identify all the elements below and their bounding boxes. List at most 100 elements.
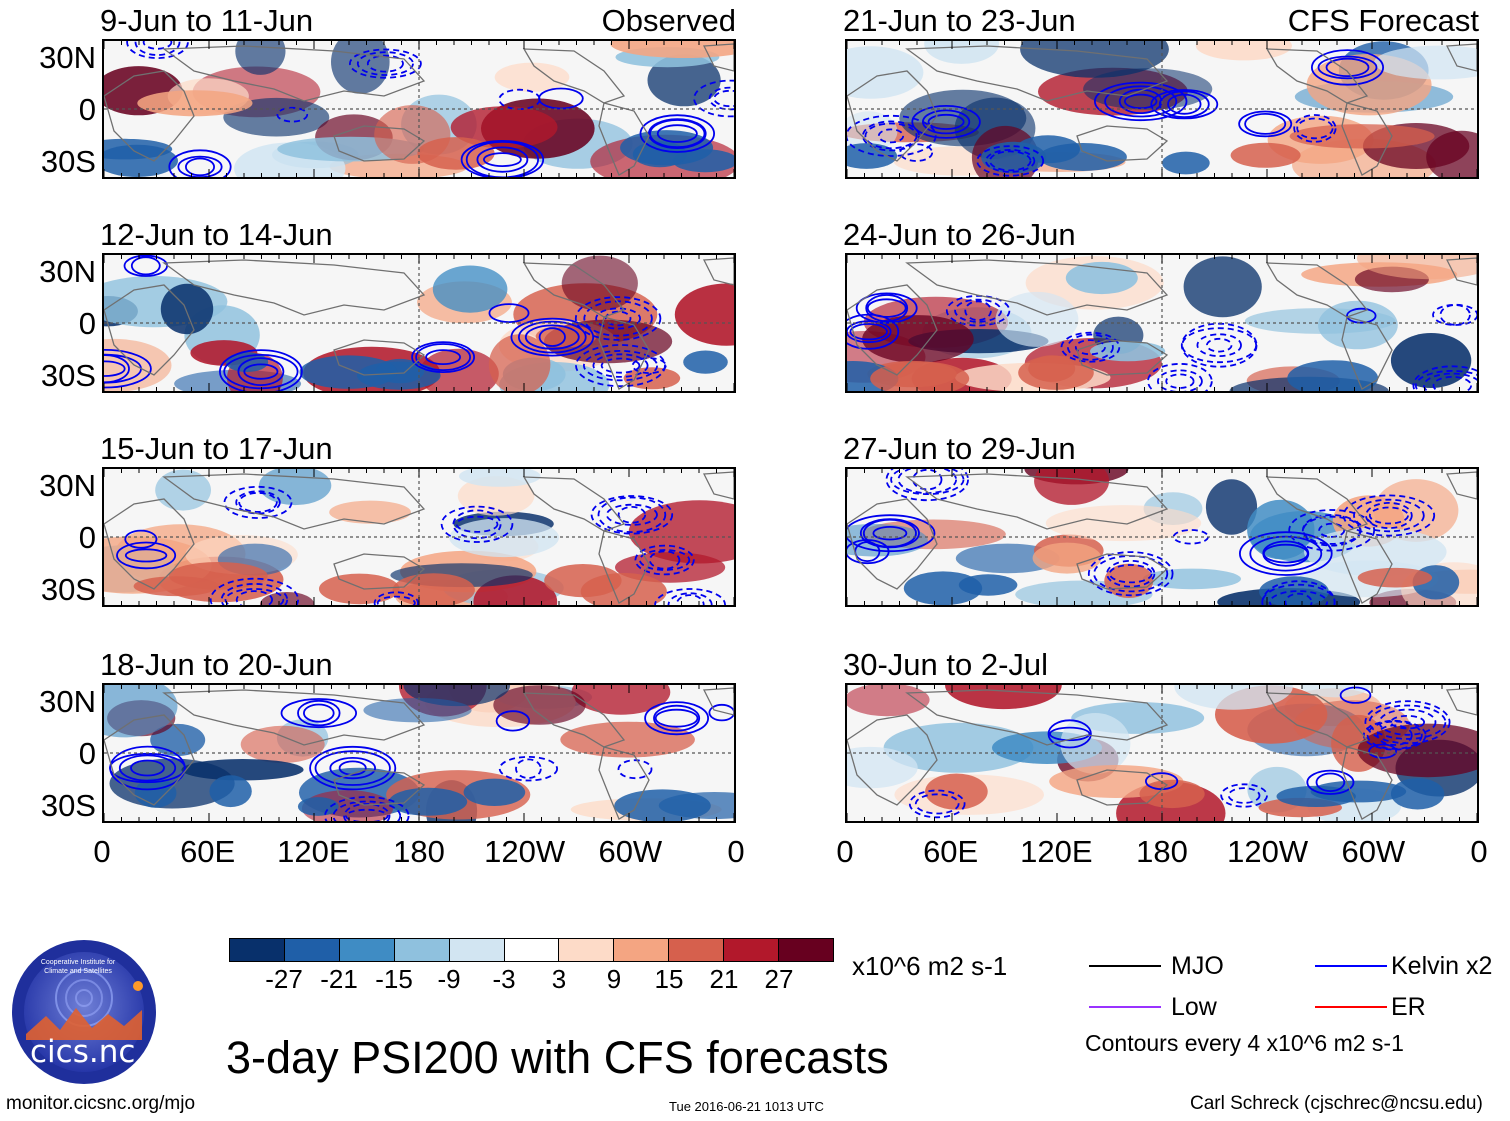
- colorbar-swatch: [339, 939, 395, 961]
- kelvin-contour: [1074, 339, 1106, 356]
- lat-label: 0: [78, 520, 96, 555]
- anomaly-blob: [160, 283, 214, 335]
- kelvin-contour: [1269, 590, 1328, 605]
- colorbar-swatch: [230, 939, 285, 961]
- kelvin-contour: [1302, 515, 1362, 545]
- psi-field: [104, 41, 734, 177]
- kelvin-contour: [415, 343, 472, 372]
- anomaly-blob: [1289, 124, 1435, 149]
- kelvin-contour: [976, 145, 1045, 177]
- kelvin-contour: [224, 588, 285, 605]
- kelvin-contour: [332, 800, 402, 821]
- coastline: [1445, 471, 1477, 500]
- lon-label: 0: [836, 834, 854, 869]
- anomaly-blob: [363, 698, 472, 723]
- kelvin-contour: [498, 755, 558, 782]
- colorbar-label: 27: [764, 964, 794, 994]
- colorbar-units: x10^6 m2 s-1: [852, 951, 1008, 981]
- kelvin-contour: [1346, 307, 1377, 324]
- coastline: [702, 257, 734, 286]
- kelvin-contour: [510, 317, 595, 357]
- lat-label: 30S: [40, 572, 96, 607]
- kelvin-contour: [345, 808, 389, 821]
- map-panel: [102, 253, 736, 393]
- kelvin-contour: [1165, 373, 1195, 389]
- anomaly-blob: [450, 106, 558, 149]
- anomaly-blob: [104, 685, 178, 738]
- kelvin-contour: [865, 294, 909, 323]
- anomaly-core: [133, 576, 219, 597]
- kelvin-contour: [847, 539, 890, 565]
- lon-label: 180: [1136, 834, 1188, 869]
- map-panel: [102, 683, 736, 823]
- kelvin-contour: [1353, 498, 1425, 533]
- lat-label: 0: [78, 306, 96, 341]
- kelvin-contour: [1262, 540, 1310, 567]
- kelvin-contour: [1108, 564, 1153, 584]
- coastline: [1076, 553, 1169, 590]
- anomaly-core: [672, 149, 734, 173]
- anomaly-core: [417, 137, 495, 170]
- kelvin-contour: [1087, 551, 1174, 597]
- colorbar-label: -9: [437, 964, 461, 994]
- lon-label: 60W: [1341, 834, 1406, 869]
- psi-field: [104, 255, 734, 391]
- anomaly-blob: [432, 265, 508, 313]
- kelvin-contour: [1180, 322, 1258, 368]
- kelvin-contour: [243, 363, 279, 380]
- anomaly-core: [297, 797, 339, 816]
- anomaly-core: [1287, 360, 1379, 391]
- lon-label: 0: [1470, 834, 1488, 869]
- coastline: [104, 70, 195, 162]
- anomaly-blob: [1034, 469, 1110, 505]
- kelvin-contour: [604, 310, 632, 327]
- kelvin-contour: [109, 745, 186, 791]
- kelvin-contour: [605, 503, 658, 526]
- panel-title: 12-Jun to 14-Jun: [100, 217, 333, 252]
- kelvin-contour: [235, 590, 273, 605]
- kelvin-contour: [590, 495, 674, 535]
- colorbar-swatch: [724, 939, 780, 961]
- colorbar-swatch: [559, 939, 615, 961]
- lat-label: 30N: [39, 468, 96, 503]
- footer-credit: Carl Schreck (cjschrec@ncsu.edu): [1190, 1093, 1483, 1114]
- kelvin-contour: [1124, 93, 1158, 110]
- coastline: [847, 284, 938, 376]
- kelvin-contour: [912, 469, 943, 491]
- kelvin-contour: [1227, 787, 1261, 804]
- kelvin-contour: [482, 152, 522, 167]
- anomaly-core: [870, 361, 970, 391]
- kelvin-contour: [653, 704, 701, 732]
- colorbar-label: 9: [606, 964, 622, 994]
- kelvin-contour: [644, 701, 709, 736]
- lon-label: 120W: [1227, 834, 1309, 869]
- kelvin-contour: [177, 155, 223, 177]
- coastline: [104, 714, 195, 806]
- colorbar-swatch: [614, 939, 670, 961]
- kelvin-contour: [1339, 686, 1372, 704]
- kelvin-contour: [638, 549, 691, 571]
- anomaly-blob: [995, 291, 1079, 347]
- kelvin-contour: [220, 583, 289, 605]
- panel-tag: Observed: [601, 3, 736, 38]
- kelvin-contour: [1317, 55, 1378, 80]
- map-panel: [102, 467, 736, 607]
- kelvin-contour: [631, 357, 667, 374]
- psi-field: [847, 469, 1477, 605]
- kelvin-contour: [617, 759, 653, 780]
- anomaly-blob: [1083, 68, 1213, 110]
- anomaly-blob: [1142, 568, 1241, 590]
- kelvin-contour: [517, 320, 587, 354]
- kelvin-contour: [1157, 369, 1203, 391]
- kelvin-contour: [1220, 783, 1268, 808]
- kelvin-contour: [1049, 726, 1091, 742]
- kelvin-contour: [209, 577, 299, 605]
- kelvin-contour: [488, 303, 530, 323]
- kelvin-contour: [600, 357, 641, 374]
- anomaly-blob: [674, 283, 734, 346]
- kelvin-contour: [583, 300, 653, 337]
- kelvin-contour: [708, 703, 734, 722]
- anomaly-core: [1230, 142, 1301, 168]
- anomaly-core: [1104, 563, 1154, 598]
- kelvin-contour: [914, 793, 960, 815]
